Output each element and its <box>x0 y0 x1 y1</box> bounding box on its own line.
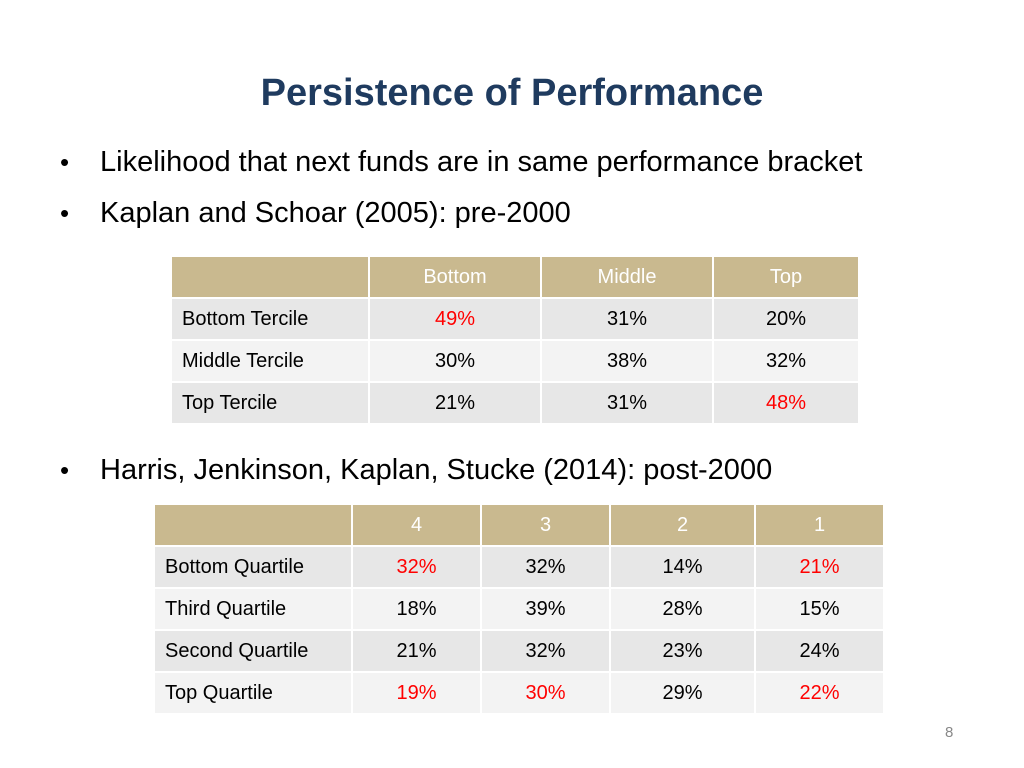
column-header: Middle <box>540 255 714 299</box>
table-cell: 32% <box>480 545 611 589</box>
quartile-table: 4 3 2 1 Bottom Quartile 32% 32% 14% 21% … <box>153 503 885 715</box>
bullet-icon: • <box>60 455 70 485</box>
column-header: Bottom <box>368 255 542 299</box>
table-cell: 48% <box>712 381 860 425</box>
row-label: Middle Tercile <box>170 339 370 383</box>
table-cell: 15% <box>754 587 885 631</box>
table-cell: 23% <box>609 629 756 673</box>
table-cell: 32% <box>351 545 482 589</box>
bullet-item: • Likelihood that next funds are in same… <box>60 146 862 179</box>
table-cell: 14% <box>609 545 756 589</box>
column-header <box>170 255 370 299</box>
table-cell: 38% <box>540 339 714 383</box>
table-cell: 28% <box>609 587 756 631</box>
table-cell: 39% <box>480 587 611 631</box>
table-row: Top Tercile 21% 31% 48% <box>170 381 860 425</box>
table-cell: 49% <box>368 297 542 341</box>
table-cell: 22% <box>754 671 885 715</box>
table-cell: 31% <box>540 297 714 341</box>
table-cell: 18% <box>351 587 482 631</box>
table-cell: 21% <box>351 629 482 673</box>
table-cell: 24% <box>754 629 885 673</box>
table-cell: 21% <box>754 545 885 589</box>
table-row: Third Quartile 18% 39% 28% 15% <box>153 587 885 631</box>
bullet-text: Likelihood that next funds are in same p… <box>100 146 863 178</box>
page-number: 8 <box>945 724 954 741</box>
table-cell: 31% <box>540 381 714 425</box>
column-header: 3 <box>480 503 611 547</box>
column-header: 1 <box>754 503 885 547</box>
table-header-row: Bottom Middle Top <box>170 255 860 299</box>
bullet-item: • Kaplan and Schoar (2005): pre-2000 <box>60 197 571 230</box>
table-row: Bottom Tercile 49% 31% 20% <box>170 297 860 341</box>
table-cell: 19% <box>351 671 482 715</box>
table-cell: 32% <box>480 629 611 673</box>
column-header <box>153 503 353 547</box>
row-label: Second Quartile <box>153 629 353 673</box>
column-header: 2 <box>609 503 756 547</box>
table-cell: 30% <box>480 671 611 715</box>
table-row: Second Quartile 21% 32% 23% 24% <box>153 629 885 673</box>
bullet-item: • Harris, Jenkinson, Kaplan, Stucke (201… <box>60 454 772 487</box>
table-row: Bottom Quartile 32% 32% 14% 21% <box>153 545 885 589</box>
table-cell: 30% <box>368 339 542 383</box>
row-label: Bottom Tercile <box>170 297 370 341</box>
table-row: Top Quartile 19% 30% 29% 22% <box>153 671 885 715</box>
bullet-text: Harris, Jenkinson, Kaplan, Stucke (2014)… <box>100 454 773 486</box>
column-header: Top <box>712 255 860 299</box>
table-cell: 20% <box>712 297 860 341</box>
slide-title: Persistence of Performance <box>260 72 764 114</box>
column-header: 4 <box>351 503 482 547</box>
bullet-icon: • <box>60 198 70 228</box>
bullet-text: Kaplan and Schoar (2005): pre-2000 <box>100 197 571 229</box>
row-label: Top Tercile <box>170 381 370 425</box>
table-row: Middle Tercile 30% 38% 32% <box>170 339 860 383</box>
table-header-row: 4 3 2 1 <box>153 503 885 547</box>
bullet-icon: • <box>60 147 70 177</box>
table-cell: 29% <box>609 671 756 715</box>
row-label: Third Quartile <box>153 587 353 631</box>
table-cell: 32% <box>712 339 860 383</box>
row-label: Top Quartile <box>153 671 353 715</box>
row-label: Bottom Quartile <box>153 545 353 589</box>
tercile-table: Bottom Middle Top Bottom Tercile 49% 31%… <box>170 255 860 425</box>
table-cell: 21% <box>368 381 542 425</box>
